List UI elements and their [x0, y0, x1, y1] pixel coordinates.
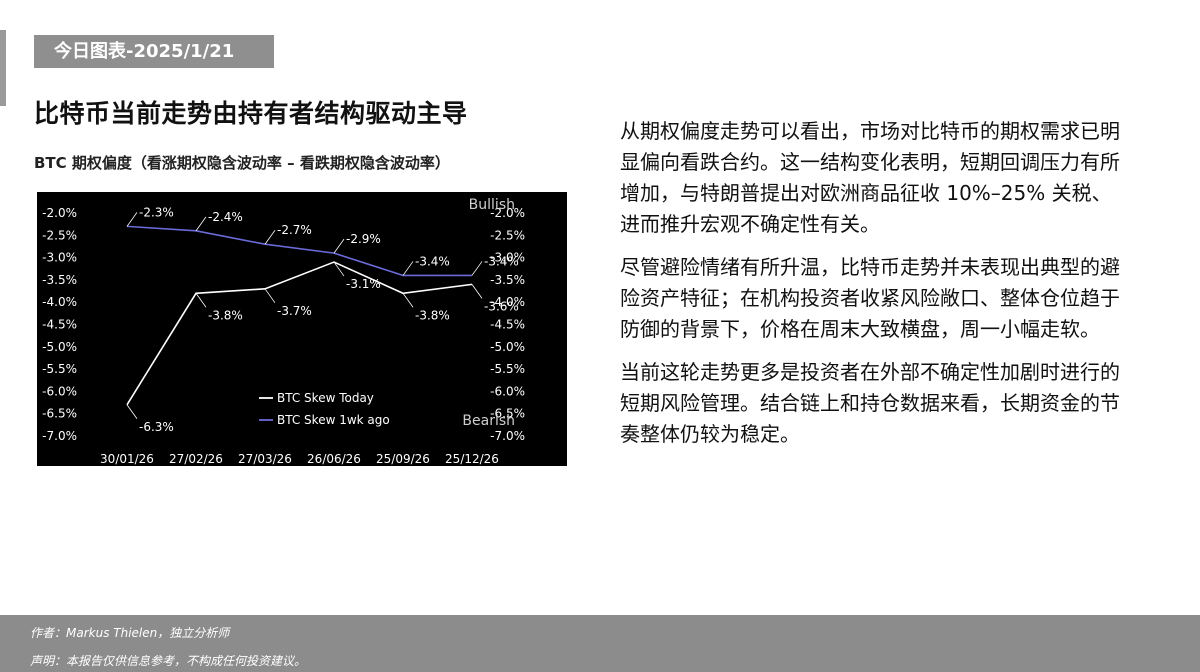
y-tick-label-left: -3.5% [42, 273, 77, 287]
y-tick-label-right: -2.0% [490, 206, 525, 220]
data-label-skew-1wk-ago: -3.4% [415, 254, 450, 268]
data-label-skew-today: -6.3% [139, 420, 174, 434]
series-line-skew-1wk-ago [126, 225, 472, 277]
y-tick-label-right: -5.5% [490, 362, 525, 376]
data-label-skew-1wk-ago: -2.7% [277, 223, 312, 237]
y-tick-label-right: -6.5% [490, 407, 525, 421]
data-label-leader [264, 288, 276, 304]
y-tick-label-left: -6.0% [42, 384, 77, 398]
data-label-leader [471, 284, 483, 299]
x-tick-label: 27/03/26 [238, 452, 292, 466]
left-accent-bar [0, 30, 6, 106]
data-label-leader [402, 293, 414, 308]
y-tick-label-right: -4.0% [490, 295, 525, 309]
bullish-annotation: Bullish [469, 197, 515, 213]
y-tick-label-right: -3.5% [490, 273, 525, 287]
y-tick-label-left: -2.5% [42, 228, 77, 242]
data-label-leader [402, 261, 414, 276]
y-tick-label-right: -5.0% [490, 340, 525, 354]
commentary-paragraph-1: 从期权偏度走势可以看出，市场对比特币的期权需求已明显偏向看跌合约。这一结构变化表… [620, 119, 1120, 236]
y-tick-label-left: -2.0% [42, 206, 77, 220]
data-label-skew-today: -3.8% [415, 308, 450, 322]
y-tick-label-left: -5.5% [42, 362, 77, 376]
y-tick-label-left: -5.0% [42, 340, 77, 354]
series-line-skew-today [126, 261, 473, 406]
data-label-leader [126, 404, 138, 420]
disclaimer: 声明：本报告仅供信息参考，不构成任何投资建议。 [30, 654, 307, 668]
legend-label-skew-today: BTC Skew Today [277, 391, 374, 405]
date-tag: 今日图表-2025/1/21 [34, 35, 274, 68]
y-tick-label-right: -3.0% [490, 251, 525, 265]
y-tick-label-left: -3.0% [42, 251, 77, 265]
skew-chart: -2.0% -2.0% -2.5% -2.5% -3.0% -3.0% -3.5% -3.5%… [37, 192, 567, 466]
commentary: 从期权偏度走势可以看出，市场对比特币的期权需求已明显偏向看跌合约。这一结构变化表… [620, 116, 1130, 462]
data-label-skew-1wk-ago: -2.4% [208, 210, 243, 224]
legend-label-skew-1wk-ago: BTC Skew 1wk ago [277, 413, 390, 427]
data-label-skew-1wk-ago: -3.4% [484, 254, 519, 268]
y-tick-label-right: -6.0% [490, 384, 525, 398]
x-tick-label: 30/01/26 [100, 452, 154, 466]
commentary-paragraph-2: 尽管避险情绪有所升温，比特币走势并未表现出典型的避险资产特征；在机构投资者收紧风… [620, 255, 1120, 341]
footer: 作者：Markus Thielen，独立分析师 声明：本报告仅供信息参考，不构成… [0, 615, 1200, 672]
x-tick-label: 25/12/26 [445, 452, 499, 466]
data-label-leader [264, 229, 276, 245]
x-tick-label: 26/06/26 [307, 452, 361, 466]
data-label-skew-today: -3.8% [208, 308, 243, 322]
y-tick-label-right: -4.5% [490, 318, 525, 332]
y-tick-label-left: -4.5% [42, 318, 77, 332]
bearish-annotation: Bearish [462, 413, 515, 429]
data-label-leader [126, 212, 138, 227]
data-label-leader [471, 261, 483, 276]
x-tick-label: 27/02/26 [169, 452, 223, 466]
data-label-skew-today: -3.1% [346, 277, 381, 291]
x-tick-label: 25/09/26 [376, 452, 430, 466]
chart-title: BTC 期权偏度（看涨期权隐含波动率 – 看跌期权隐含波动率） [34, 154, 450, 172]
commentary-paragraph-3: 当前这轮走势更多是投资者在外部不确定性加剧时进行的短期风险管理。结合链上和持仓数… [620, 360, 1120, 446]
skew-chart-svg: -2.0% -2.0% -2.5% -2.5% -3.0% -3.0% -3.5% -3.5%… [42, 197, 525, 466]
data-label-skew-1wk-ago: -2.9% [346, 232, 381, 246]
data-label-leader [333, 261, 345, 277]
data-label-skew-today: -3.6% [484, 299, 519, 313]
y-tick-label-left: -4.0% [42, 295, 77, 309]
y-tick-label-right: -2.5% [490, 228, 525, 242]
headline: 比特币当前走势由持有者结构驱动主导 [34, 99, 468, 128]
data-label-skew-1wk-ago: -2.3% [139, 205, 174, 219]
y-tick-label-left: -7.0% [42, 429, 77, 443]
data-label-leader [333, 238, 345, 254]
data-label-leader [195, 293, 207, 308]
y-tick-label-right: -7.0% [490, 429, 525, 443]
y-tick-label-left: -6.5% [42, 407, 77, 421]
data-label-skew-today: -3.7% [277, 304, 312, 318]
author-credit: 作者：Markus Thielen，独立分析师 [30, 626, 230, 640]
data-label-leader [195, 216, 207, 232]
